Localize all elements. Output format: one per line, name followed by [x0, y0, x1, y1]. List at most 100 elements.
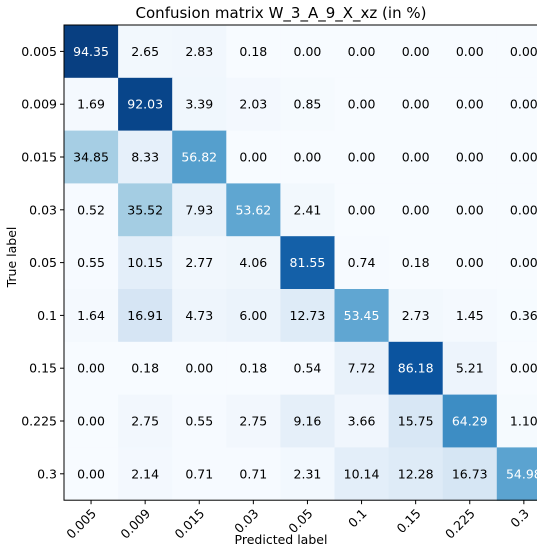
heatmap-cell	[388, 394, 444, 448]
cell-value-label: 0.00	[77, 466, 105, 481]
cell-value-label: 0.52	[77, 202, 105, 217]
y-tick-label: 0.05	[29, 255, 57, 270]
heatmap-cell	[280, 236, 335, 290]
cell-value-label: 7.72	[348, 361, 376, 376]
cell-value-label: 0.00	[510, 97, 537, 112]
cell-value-label: 8.33	[131, 150, 159, 165]
x-tick-label: 0.015	[171, 506, 207, 542]
heatmap-cell	[226, 183, 281, 237]
heatmap-cell	[172, 341, 227, 396]
heatmap-cell	[442, 25, 498, 79]
heatmap-cell	[496, 77, 537, 132]
cell-value-label: 0.71	[239, 466, 267, 481]
heatmap-cell	[280, 183, 335, 237]
heatmap-cell	[226, 25, 281, 79]
cell-value-label: 7.93	[185, 202, 213, 217]
cell-value-label: 0.00	[77, 361, 105, 376]
cell-value-label: 2.03	[239, 97, 267, 112]
heatmap-cell	[496, 183, 537, 237]
y-tick-label: 0.15	[29, 361, 57, 376]
cell-value-label: 0.00	[185, 361, 213, 376]
heatmap-cell	[118, 341, 173, 396]
cell-value-label: 53.45	[344, 308, 380, 323]
cell-value-label: 0.00	[348, 202, 376, 217]
cell-value-label: 56.82	[181, 150, 217, 165]
cell-value-label: 81.55	[290, 255, 326, 270]
cell-value-label: 94.35	[73, 44, 109, 59]
cell-value-label: 15.75	[398, 414, 434, 429]
cell-value-label: 0.00	[294, 44, 322, 59]
heatmap-cell	[334, 447, 390, 501]
heatmap-cell	[172, 289, 227, 343]
cell-value-label: 1.45	[456, 308, 484, 323]
y-axis-ticks: 0.005 0.009 0.015 0.03 0.05 0.1 0.15 0.225 0.3	[21, 44, 64, 481]
heatmap-cell	[280, 447, 335, 501]
x-axis-label: Predicted label	[235, 532, 328, 547]
heatmap-cell	[226, 130, 281, 184]
heatmap-cell	[280, 394, 335, 448]
cell-value-label: 0.00	[456, 44, 484, 59]
heatmap-cell	[388, 77, 444, 132]
heatmap-cell	[388, 341, 444, 396]
cell-value-label: 10.15	[127, 255, 163, 270]
cell-value-label: 0.71	[185, 466, 213, 481]
cell-value-label: 0.85	[294, 97, 322, 112]
heatmap-cell	[496, 341, 537, 396]
cell-value-label: 12.28	[398, 466, 434, 481]
cell-value-label: 0.18	[402, 255, 430, 270]
y-tick-label: 0.015	[21, 150, 57, 165]
heatmap-cell	[64, 289, 119, 343]
heatmap-cell	[442, 289, 498, 343]
heatmap-cell	[172, 394, 227, 448]
cell-value-label: 0.54	[294, 361, 322, 376]
x-tick-label: 0.005	[63, 506, 99, 542]
heatmap-cell	[64, 394, 119, 448]
y-tick-label: 0.3	[37, 466, 57, 481]
cell-value-label: 1.64	[77, 308, 105, 323]
cell-value-label: 0.00	[239, 150, 267, 165]
heatmap-cell	[118, 183, 173, 237]
cell-value-label: 92.03	[127, 97, 163, 112]
heatmap-cell-labels: 94.35 2.65 2.83 0.18 0.00 0.00 0.00 0.00 0.00 1.6…	[73, 44, 537, 481]
cell-value-label: 2.77	[185, 255, 213, 270]
cell-value-label: 35.52	[127, 202, 163, 217]
cell-value-label: 2.65	[131, 44, 159, 59]
cell-value-label: 1.10	[510, 414, 537, 429]
cell-value-label: 1.69	[77, 97, 105, 112]
cell-value-label: 0.00	[348, 150, 376, 165]
heatmap-cell	[442, 77, 498, 132]
heatmap-cell	[280, 25, 335, 79]
cell-value-label: 16.73	[452, 466, 488, 481]
heatmap-cell	[118, 130, 173, 184]
heatmap-cell	[64, 130, 119, 184]
heatmap-cell	[442, 183, 498, 237]
heatmap-cells	[64, 25, 537, 501]
x-tick-label: 0.1	[345, 506, 370, 531]
heatmap-cell	[64, 77, 119, 132]
heatmap-cell	[496, 394, 537, 448]
heatmap-cell	[226, 289, 281, 343]
heatmap-cell	[172, 236, 227, 290]
cell-value-label: 2.31	[294, 466, 322, 481]
heatmap-cell	[496, 25, 537, 79]
heatmap-cell	[280, 77, 335, 132]
heatmap-cell	[172, 25, 227, 79]
cell-value-label: 2.73	[402, 308, 430, 323]
heatmap-cell	[496, 236, 537, 290]
cell-value-label: 12.73	[290, 308, 326, 323]
heatmap-cell	[334, 289, 390, 343]
cell-value-label: 0.00	[510, 255, 537, 270]
heatmap-cell	[226, 394, 281, 448]
heatmap-cell	[64, 447, 119, 501]
heatmap-cell	[118, 25, 173, 79]
cell-value-label: 0.55	[77, 255, 105, 270]
heatmap-cell	[334, 236, 390, 290]
heatmap-cell	[334, 183, 390, 237]
cell-value-label: 0.00	[510, 44, 537, 59]
cell-value-label: 0.00	[456, 97, 484, 112]
heatmap-cell	[172, 130, 227, 184]
heatmap-cell	[226, 77, 281, 132]
y-tick-label: 0.009	[21, 97, 57, 112]
cell-value-label: 2.75	[131, 414, 159, 429]
heatmap-cell	[334, 341, 390, 396]
